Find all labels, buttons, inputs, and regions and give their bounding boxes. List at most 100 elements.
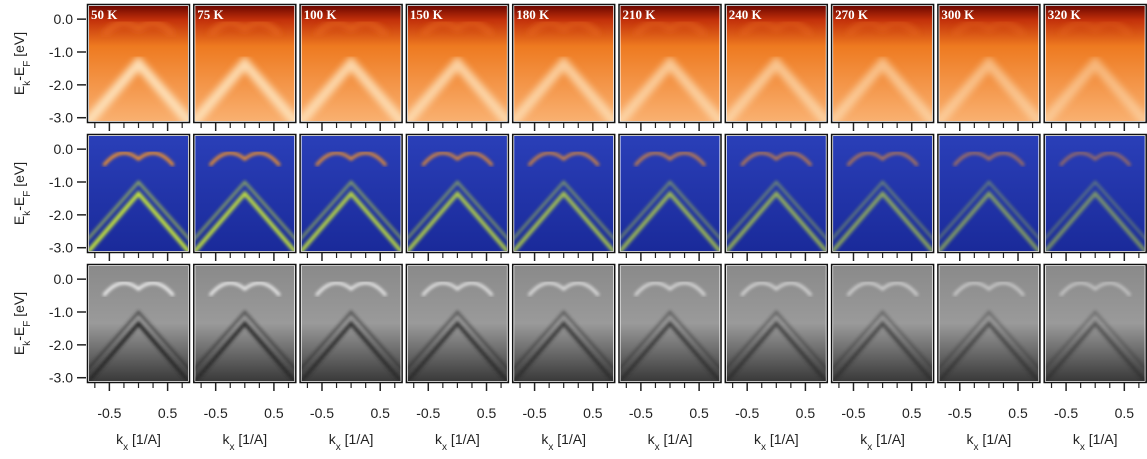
temperature-label: 50 K [91, 7, 118, 22]
bands [195, 281, 295, 381]
x-tick-label: 0.5 [264, 405, 284, 421]
arpes-panel [299, 133, 403, 254]
arpes-panel [511, 3, 616, 124]
y-axis-label: Ek-EF [eV] [11, 162, 33, 225]
panel-frame [405, 3, 510, 124]
y-tick-label: -2.0 [49, 207, 73, 223]
y-axis-label-part: F [22, 61, 33, 67]
bands [301, 281, 401, 381]
arpes-panel [86, 133, 191, 254]
bands [195, 20, 295, 121]
arpes-panel [618, 263, 722, 384]
band [1045, 320, 1145, 381]
panel-frame [830, 263, 935, 384]
panel-frame [830, 133, 935, 254]
arpes-panel [299, 3, 403, 124]
band-glow [407, 55, 507, 121]
panel-frame [299, 263, 403, 384]
x-axis-label-part: x [1080, 442, 1085, 453]
band [89, 320, 188, 381]
x-axis-label-part: k [435, 431, 443, 447]
bands [939, 281, 1039, 381]
x-axis-label-part: x [761, 442, 766, 453]
bands [514, 151, 614, 251]
y-axis-label-part: [eV] [11, 292, 27, 321]
temperature-label: 100 K [304, 7, 338, 22]
x-axis-label-part: k [329, 431, 337, 447]
x-tick-label: -0.5 [523, 405, 547, 421]
panel-frame [299, 133, 403, 254]
arpes-panel [724, 263, 829, 384]
temperature-label: 75 K [197, 7, 224, 22]
panel-frame [511, 263, 616, 384]
x-axis-label-part: x [336, 442, 341, 453]
band-glow [89, 55, 188, 121]
band-glow [514, 55, 614, 121]
x-tick-label: -0.5 [841, 405, 865, 421]
panel-frame [937, 3, 1041, 124]
arpes-panel [511, 133, 616, 254]
arpes-panel [830, 3, 935, 124]
band-glow [952, 20, 1026, 38]
x-axis-label-part: k [967, 431, 975, 447]
panel-frame [724, 133, 829, 254]
bands [514, 281, 614, 381]
x-axis-label-part: k [648, 431, 656, 447]
temperature-label: 320 K [1048, 7, 1082, 22]
y-axis-label-part: F [22, 191, 33, 197]
band [407, 320, 507, 381]
arpes-panel [405, 263, 510, 384]
bands [939, 151, 1039, 251]
x-axis-label-part: k [754, 431, 762, 447]
panel-frame [724, 263, 829, 384]
bands [1045, 151, 1145, 251]
x-tick-label: -0.5 [948, 405, 972, 421]
bands [195, 151, 295, 251]
bands [407, 281, 507, 381]
arpes-panel [511, 263, 616, 384]
arpes-panel [86, 263, 191, 384]
band [620, 320, 720, 381]
arpes-panel [830, 263, 935, 384]
band-glow [1045, 55, 1145, 121]
bands [89, 20, 188, 121]
x-axis-label-part: [1/A] [128, 431, 161, 447]
band [939, 190, 1039, 251]
x-axis-label: kx [1/A] [116, 431, 161, 453]
arpes-panel [405, 3, 510, 124]
panel-frame [618, 263, 722, 384]
band [1045, 190, 1145, 251]
x-axis-label-part: [1/A] [341, 431, 374, 447]
x-axis-label-part: [1/A] [979, 431, 1012, 447]
x-tick-label: 0.5 [583, 405, 603, 421]
panel-frame [937, 263, 1041, 384]
panel-frame [86, 3, 191, 124]
x-axis-label-part: [1/A] [872, 431, 905, 447]
band [195, 320, 295, 381]
y-axis-label-part: [eV] [11, 32, 27, 61]
arpes-panel [724, 3, 829, 124]
y-axis-label-part: E [11, 216, 27, 225]
panel-frame [511, 3, 616, 124]
x-axis-label-part: x [867, 442, 872, 453]
bands [514, 20, 614, 121]
y-tick-label: -3.0 [49, 240, 73, 256]
temperature-label: 240 K [729, 7, 763, 22]
y-tick-label: -1.0 [49, 174, 73, 190]
panel-frame [937, 133, 1041, 254]
x-axis-label: kx [1/A] [967, 431, 1012, 453]
y-axis-label-part: -E [11, 197, 27, 211]
bands [833, 281, 933, 381]
bands [89, 281, 188, 381]
y-axis-label-part: E [11, 346, 27, 355]
y-axis-label-part: F [22, 321, 33, 327]
band-glow [1058, 20, 1133, 38]
panel-frame [618, 3, 722, 124]
x-axis-label-part: x [974, 442, 979, 453]
x-tick-label: -0.5 [1054, 405, 1078, 421]
bands [939, 20, 1039, 121]
x-axis-label-part: x [123, 442, 128, 453]
x-tick-label: 0.5 [796, 405, 816, 421]
panel-frame [86, 263, 191, 384]
x-tick-label: 0.5 [477, 405, 497, 421]
